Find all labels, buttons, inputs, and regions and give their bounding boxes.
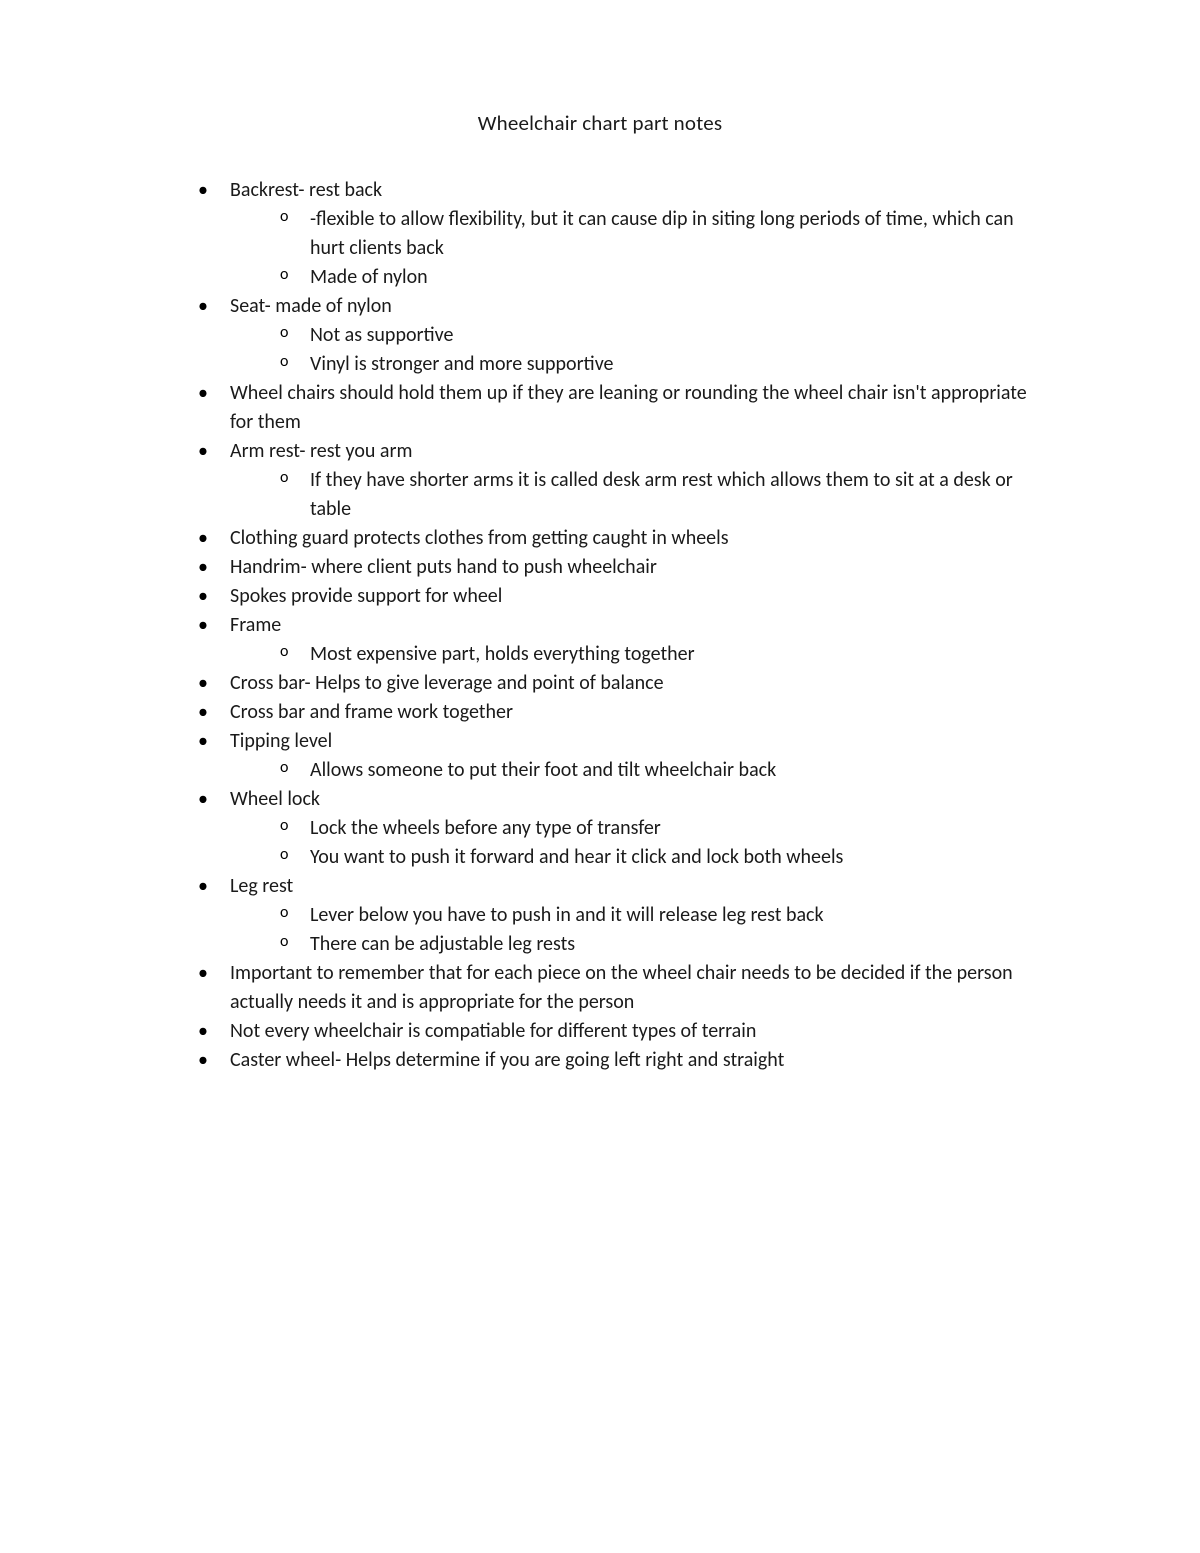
list-item-text: Arm rest- rest you arm	[230, 439, 412, 463]
sub-list-item-text: Lever below you have to push in and it w…	[310, 903, 824, 927]
sub-list-item-text: You want to push it forward and hear it …	[310, 845, 843, 869]
list-item-text: Seat- made of nylon	[230, 294, 392, 318]
list-item-text: Cross bar- Helps to give leverage and po…	[230, 671, 664, 695]
sub-list: Not as supportive Vinyl is stronger and m…	[230, 321, 1050, 379]
sub-list-item: You want to push it forward and hear it …	[280, 843, 1050, 872]
list-item: Frame Most expensive part, holds everythi…	[198, 611, 1050, 669]
list-item-text: Backrest- rest back	[230, 178, 382, 202]
list-item: Wheel chairs should hold them up if they…	[198, 379, 1050, 437]
list-item-text: Not every wheelchair is compatiable for …	[230, 1019, 756, 1043]
list-item-text: Leg rest	[230, 874, 293, 898]
page-title: Wheelchair chart part notes	[150, 110, 1050, 136]
sub-list-item: Not as supportive	[280, 321, 1050, 350]
list-item-text: Wheel lock	[230, 787, 320, 811]
list-item: Important to remember that for each piec…	[198, 959, 1050, 1017]
list-item: Leg rest Lever below you have to push in …	[198, 872, 1050, 959]
list-item: Backrest- rest back -flexible to allow fl…	[198, 176, 1050, 292]
list-item: Cross bar and frame work together	[198, 698, 1050, 727]
list-item: Spokes provide support for wheel	[198, 582, 1050, 611]
list-item-text: Frame	[230, 613, 281, 637]
sub-list-item-text: There can be adjustable leg rests	[310, 932, 575, 956]
sub-list-item-text: Most expensive part, holds everything to…	[310, 642, 695, 666]
sub-list: Most expensive part, holds everything to…	[230, 640, 1050, 669]
sub-list: Lever below you have to push in and it w…	[230, 901, 1050, 959]
sub-list-item-text: Vinyl is stronger and more supportive	[310, 352, 614, 376]
sub-list-item-text: Lock the wheels before any type of trans…	[310, 816, 661, 840]
list-item: Clothing guard protects clothes from get…	[198, 524, 1050, 553]
sub-list-item: Lever below you have to push in and it w…	[280, 901, 1050, 930]
list-item: Tipping level Allows someone to put their…	[198, 727, 1050, 785]
list-item-text: Clothing guard protects clothes from get…	[230, 526, 729, 550]
list-item: Wheel lock Lock the wheels before any typ…	[198, 785, 1050, 872]
list-item: Not every wheelchair is compatiable for …	[198, 1017, 1050, 1046]
sub-list-item: -flexible to allow flexibility, but it c…	[280, 205, 1050, 263]
list-item: Seat- made of nylon Not as supportive Viny…	[198, 292, 1050, 379]
sub-list-item-text: Made of nylon	[310, 265, 428, 289]
sub-list-item-text: Not as supportive	[310, 323, 453, 347]
sub-list: -flexible to allow flexibility, but it c…	[230, 205, 1050, 292]
list-item: Arm rest- rest you arm If they have short…	[198, 437, 1050, 524]
list-item-text: Caster wheel- Helps determine if you are…	[230, 1048, 784, 1072]
list-item: Caster wheel- Helps determine if you are…	[198, 1046, 1050, 1075]
sub-list-item: Allows someone to put their foot and til…	[280, 756, 1050, 785]
sub-list: If they have shorter arms it is called d…	[230, 466, 1050, 524]
sub-list-item: Made of nylon	[280, 263, 1050, 292]
sub-list-item: There can be adjustable leg rests	[280, 930, 1050, 959]
sub-list: Allows someone to put their foot and til…	[230, 756, 1050, 785]
list-item-text: Cross bar and frame work together	[230, 700, 513, 724]
sub-list: Lock the wheels before any type of trans…	[230, 814, 1050, 872]
outline-list: Backrest- rest back -flexible to allow fl…	[150, 176, 1050, 1075]
list-item-text: Wheel chairs should hold them up if they…	[230, 381, 1027, 434]
list-item-text: Spokes provide support for wheel	[230, 584, 502, 608]
list-item-text: Important to remember that for each piec…	[230, 961, 1013, 1014]
list-item-text: Handrim- where client puts hand to push …	[230, 555, 657, 579]
sub-list-item: Lock the wheels before any type of trans…	[280, 814, 1050, 843]
sub-list-item-text: Allows someone to put their foot and til…	[310, 758, 776, 782]
sub-list-item-text: -flexible to allow flexibility, but it c…	[310, 207, 1014, 260]
sub-list-item-text: If they have shorter arms it is called d…	[310, 468, 1013, 521]
sub-list-item: If they have shorter arms it is called d…	[280, 466, 1050, 524]
sub-list-item: Vinyl is stronger and more supportive	[280, 350, 1050, 379]
list-item-text: Tipping level	[230, 729, 332, 753]
list-item: Handrim- where client puts hand to push …	[198, 553, 1050, 582]
sub-list-item: Most expensive part, holds everything to…	[280, 640, 1050, 669]
list-item: Cross bar- Helps to give leverage and po…	[198, 669, 1050, 698]
document-page: Wheelchair chart part notes Backrest- re…	[0, 0, 1200, 1553]
